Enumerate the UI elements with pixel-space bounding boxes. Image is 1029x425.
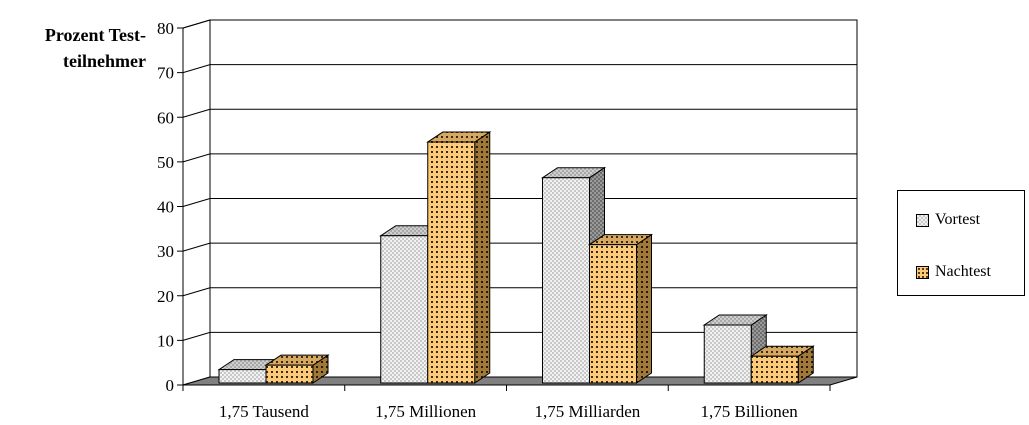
gridline xyxy=(182,108,857,118)
y-tick-label: 40 xyxy=(157,198,174,217)
gridline xyxy=(182,64,857,74)
y-axis-title: Prozent Test- teilnehmer xyxy=(6,22,146,74)
gridline xyxy=(182,242,857,252)
y-tick-label: 10 xyxy=(157,331,174,350)
gridlines xyxy=(182,19,857,341)
bar-nachtest-3 xyxy=(749,345,815,384)
y-tick-label: 30 xyxy=(157,242,174,261)
x-tick-label: 1,75 Milliarden xyxy=(534,402,640,421)
y-tick-label: 60 xyxy=(157,108,174,127)
y-tick-label: 70 xyxy=(157,64,174,83)
y-tick-label: 80 xyxy=(157,19,174,38)
bar-nachtest-0 xyxy=(264,354,330,384)
gridline xyxy=(182,19,857,29)
legend: Vortest Nachtest xyxy=(897,190,1025,296)
y-tick-label: 50 xyxy=(157,153,174,172)
bars xyxy=(217,131,815,384)
legend-swatch-nachtest xyxy=(916,265,929,279)
legend-label-nachtest: Nachtest xyxy=(935,263,991,280)
y-tick-label: 20 xyxy=(157,287,174,306)
legend-label-vortest: Vortest xyxy=(935,211,981,228)
y-tick-label: 0 xyxy=(166,376,175,395)
gridline xyxy=(182,153,857,163)
x-tick-label: 1,75 Millionen xyxy=(375,402,477,421)
bar-nachtest-2 xyxy=(587,233,654,384)
legend-swatch-vortest xyxy=(916,213,929,227)
legend-item-vortest: Vortest xyxy=(916,211,980,229)
y-axis-title-line-1: Prozent Test- xyxy=(44,25,146,45)
y-axis-title-line-2: teilnehmer xyxy=(63,51,146,71)
x-tick-label: 1,75 Billionen xyxy=(700,402,798,421)
gridline xyxy=(182,198,857,207)
gridline xyxy=(182,287,857,297)
x-tick-label: 1,75 Tausend xyxy=(219,402,310,421)
category-labels: 1,75 Tausend 1,75 Millionen 1,75 Milliarde… xyxy=(182,385,831,421)
legend-item-nachtest: Nachtest xyxy=(916,263,991,281)
bar-nachtest-1 xyxy=(426,131,492,384)
